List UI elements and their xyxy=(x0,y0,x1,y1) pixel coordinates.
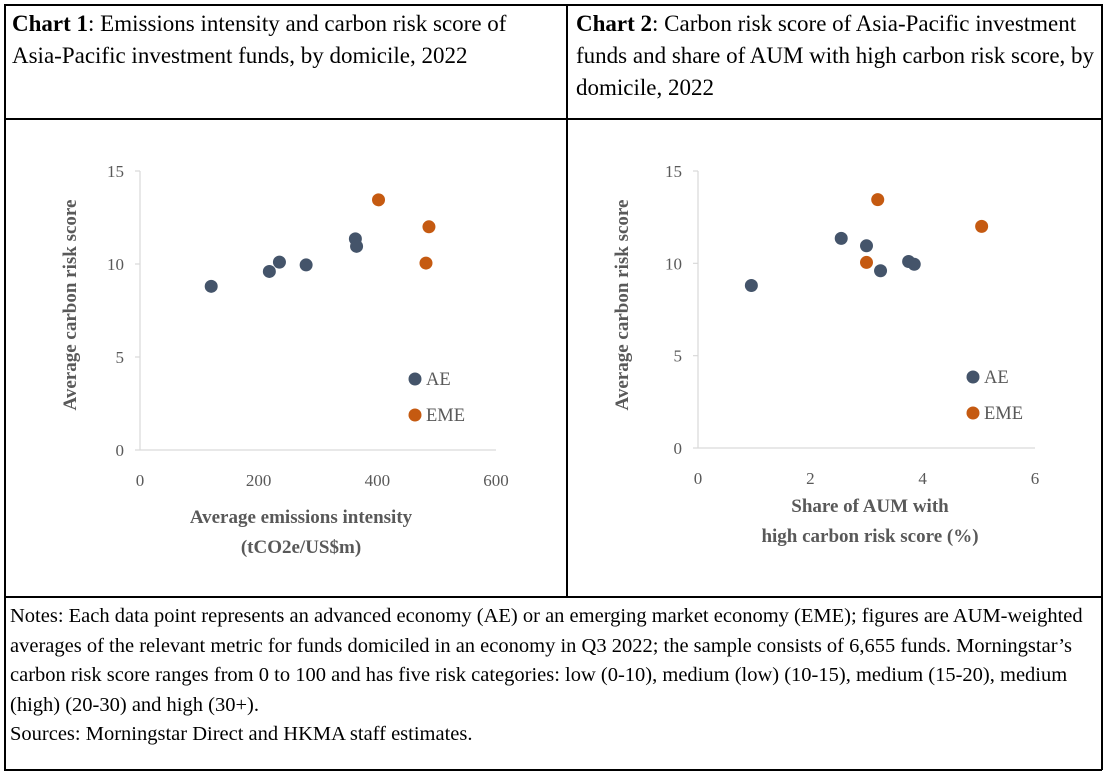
chart1-x-tick-label: 600 xyxy=(483,471,509,490)
notes-text: Notes: Each data point represents an adv… xyxy=(10,605,1083,716)
chart2-y-tick-label: 0 xyxy=(674,439,683,458)
chart2-point-eme xyxy=(975,219,989,233)
chart2-legend-marker-eme xyxy=(966,406,980,420)
chart2-y-tick-label: 10 xyxy=(665,254,682,273)
notes-separator xyxy=(4,596,1102,598)
notes-block: Notes: Each data point represents an adv… xyxy=(10,602,1090,750)
chart2-x-tick-label: 4 xyxy=(918,469,927,488)
chart1-legend-marker-ae xyxy=(408,372,422,386)
figure-frame xyxy=(4,4,1103,771)
sources-text: Sources: Morningstar Direct and HKMA sta… xyxy=(10,723,473,745)
border-left xyxy=(4,4,6,770)
chart2-title-text: : Carbon risk score of Asia-Pacific inve… xyxy=(576,11,1095,100)
chart1-legend-label-eme: EME xyxy=(426,406,465,426)
chart2-point-ae xyxy=(834,231,848,245)
column-divider xyxy=(566,4,568,597)
chart1-y-tick-label: 0 xyxy=(116,441,125,460)
chart1-x-tick-label: 200 xyxy=(246,471,272,490)
border-right xyxy=(1101,4,1103,770)
chart2-y-axis-label: Average carbon risk score xyxy=(612,200,633,411)
chart2-title-label: Chart 2 xyxy=(576,11,653,36)
chart1-plot: 0 5 10 15 0 200 400 600 Average carbon risk scor… xyxy=(60,162,509,558)
chart2-legend-label-eme: EME xyxy=(984,404,1023,424)
border-top xyxy=(4,4,1102,6)
chart1-point-eme xyxy=(419,256,433,270)
chart1-point-ae xyxy=(272,255,286,269)
chart1-point-ae xyxy=(350,239,364,253)
chart2-legend-marker-ae xyxy=(966,370,980,384)
chart2-plot: 0 5 10 15 0 2 4 6 Average carbon risk score Share… xyxy=(612,162,1040,547)
chart1-title-text: : Emissions intensity and carbon risk sc… xyxy=(12,11,507,68)
chart1-point-ae xyxy=(204,279,218,293)
chart2-x-axis-label-line: high carbon risk score (%) xyxy=(761,526,978,547)
chart1-point-ae xyxy=(262,264,276,278)
chart2-x-tick-label: 6 xyxy=(1031,469,1040,488)
chart1-y-axis-label: Average carbon risk score xyxy=(60,200,81,411)
chart2-point-ae xyxy=(907,257,921,271)
chart2-y-tick-label: 15 xyxy=(665,162,682,181)
border-bottom xyxy=(4,769,1102,771)
chart2-point-eme xyxy=(871,193,885,207)
chart1-legend-marker-eme xyxy=(408,408,422,422)
chart1-title: Chart 1: Emissions intensity and carbon … xyxy=(12,8,552,72)
chart2-legend-label-ae: AE xyxy=(984,368,1009,388)
chart2-point-ae xyxy=(874,264,888,278)
chart1-y-tick-label: 10 xyxy=(107,255,124,274)
chart2-title: Chart 2: Carbon risk score of Asia-Pacif… xyxy=(576,8,1096,104)
chart1-x-axis-label-line: Average emissions intensity xyxy=(190,507,413,528)
chart2-x-tick-label: 2 xyxy=(806,469,815,488)
chart1-legend-label-ae: AE xyxy=(426,370,451,390)
chart1-y-tick-label: 15 xyxy=(107,162,124,181)
chart1-point-ae xyxy=(299,258,313,272)
chart1-point-eme xyxy=(372,193,386,207)
chart2-y-tick-label: 5 xyxy=(674,347,683,366)
chart2-point-ae xyxy=(744,278,758,292)
chart1-y-tick-label: 5 xyxy=(116,348,125,367)
chart2-point-ae xyxy=(860,239,873,253)
chart2-x-axis-label-line: Share of AUM with xyxy=(791,496,949,517)
chart1-title-label: Chart 1 xyxy=(12,11,89,36)
chart1-point-eme xyxy=(422,220,436,234)
chart1-x-axis-label-line: (tCO2e/US$m) xyxy=(241,537,361,558)
title-separator xyxy=(4,118,1102,120)
chart2-point-eme xyxy=(860,255,873,269)
chart1-x-tick-label: 0 xyxy=(136,471,145,490)
chart2-x-tick-label: 0 xyxy=(694,469,703,488)
chart1-x-tick-label: 400 xyxy=(365,471,391,490)
